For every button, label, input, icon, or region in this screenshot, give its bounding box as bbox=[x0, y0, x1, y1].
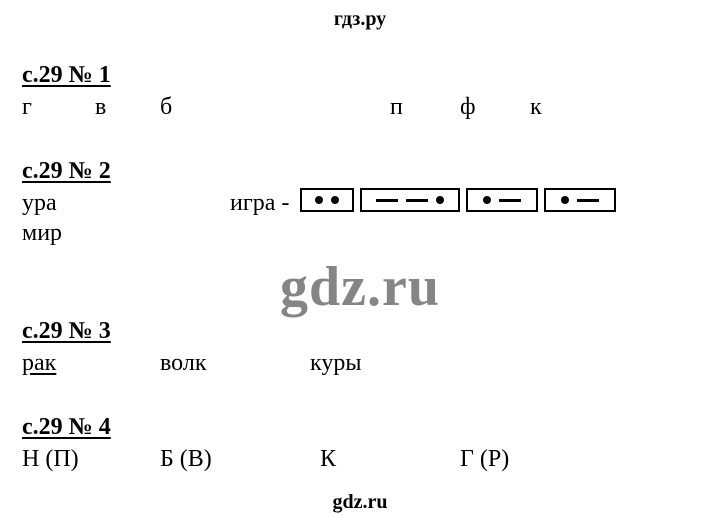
heading-s29-2: с.29 № 2 bbox=[22, 158, 111, 185]
s1-letter-0: г bbox=[22, 94, 32, 121]
syllable-box-2 bbox=[466, 188, 538, 212]
page-root: { "site_header": "гдз.ру", "site_footer"… bbox=[0, 0, 720, 518]
dot-mark bbox=[561, 196, 569, 204]
dot-mark bbox=[331, 196, 339, 204]
s4-pair-2: К bbox=[320, 446, 336, 473]
dash-mark bbox=[376, 199, 398, 202]
s3-word-0: рак bbox=[22, 350, 56, 377]
dot-mark bbox=[315, 196, 323, 204]
heading-s29-3: с.29 № 3 bbox=[22, 318, 111, 345]
s1-letter-3: п bbox=[390, 94, 403, 121]
dash-mark bbox=[577, 199, 599, 202]
s1-letter-1: в bbox=[95, 94, 106, 121]
s2-word-ura: ура bbox=[22, 190, 57, 217]
s2-word-igra-label: игра - bbox=[230, 190, 289, 217]
s3-word-2: куры bbox=[310, 350, 361, 377]
s1-letter-2: б bbox=[160, 94, 172, 121]
s4-pair-0: Н (П) bbox=[22, 446, 79, 473]
s1-letter-4: ф bbox=[460, 94, 476, 121]
watermark: gdz.ru bbox=[0, 255, 720, 319]
site-header: гдз.ру bbox=[0, 8, 720, 31]
heading-s29-4: с.29 № 4 bbox=[22, 414, 111, 441]
syllable-box-1 bbox=[360, 188, 460, 212]
s4-pair-3: Г (Р) bbox=[460, 446, 509, 473]
dash-mark bbox=[406, 199, 428, 202]
s2-word-mir: мир bbox=[22, 220, 62, 247]
syllable-box-3 bbox=[544, 188, 616, 212]
s4-pair-1: Б (В) bbox=[160, 446, 212, 473]
dot-mark bbox=[436, 196, 444, 204]
s1-letter-5: к bbox=[530, 94, 542, 121]
site-footer: gdz.ru bbox=[0, 491, 720, 514]
syllable-scheme bbox=[300, 188, 616, 212]
dash-mark bbox=[499, 199, 521, 202]
heading-s29-1: с.29 № 1 bbox=[22, 62, 111, 89]
syllable-box-0 bbox=[300, 188, 354, 212]
s3-word-1: волк bbox=[160, 350, 207, 377]
dot-mark bbox=[483, 196, 491, 204]
